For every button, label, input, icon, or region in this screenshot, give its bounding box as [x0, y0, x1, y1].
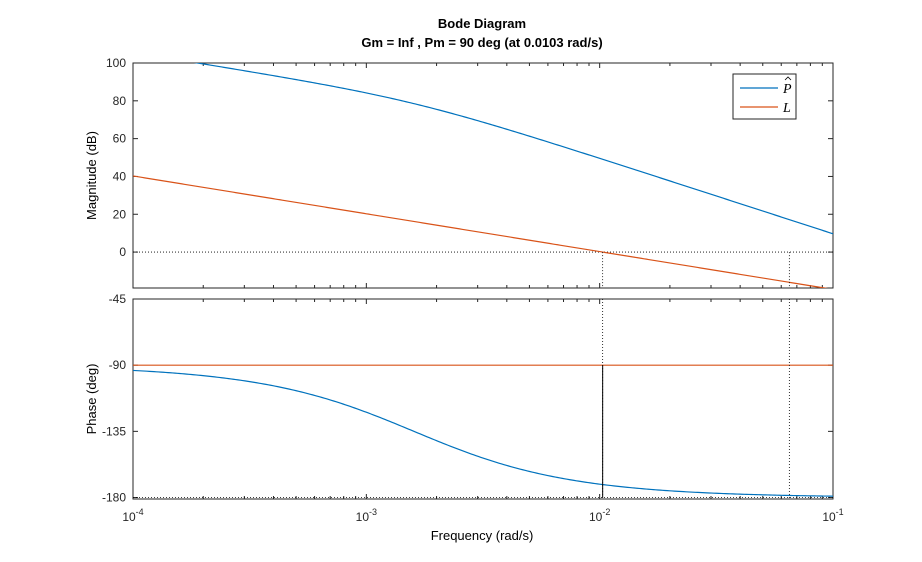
legend-box: [732, 73, 797, 120]
phase-ytick-label: -45: [109, 292, 127, 306]
magnitude-ytick-label: 100: [106, 56, 126, 70]
magnitude-ytick-label: 80: [113, 94, 127, 108]
magnitude-ytick-label: 40: [113, 169, 127, 183]
magnitude-ytick-label: 60: [113, 132, 127, 146]
phase-ytick-label: -90: [109, 358, 127, 372]
magnitude-series-L: [133, 175, 829, 288]
chart-subtitle: Gm = Inf , Pm = 90 deg (at 0.0103 rad/s): [361, 35, 602, 50]
phase-axes-box: [132, 298, 834, 500]
x-tick-label: 10-2: [589, 507, 610, 524]
legend-label-L: L: [782, 101, 791, 116]
x-tick-label: 10-4: [122, 507, 143, 524]
magnitude-y-axis-label: Magnitude (dB): [84, 131, 99, 220]
magnitude-series-P_hat: [193, 63, 833, 235]
phase-series-P_hat: [133, 369, 833, 497]
plot-panels: 0 20 40 60 80 100 Magnitude (dB) -45 -90 -135 -180…: [84, 56, 834, 505]
x-tick-label: 10-3: [356, 507, 377, 524]
chart-title: Bode Diagram: [438, 16, 526, 31]
phase-plot-area: [133, 299, 833, 499]
x-axis-label: Frequency (rad/s): [431, 528, 534, 543]
phase-panel: -45 -90 -135 -180 Phase (deg): [84, 292, 834, 505]
x-tick-label: 10-1: [822, 507, 843, 524]
magnitude-plot-area: [133, 63, 833, 288]
legend-hat-accent: [784, 76, 792, 81]
phase-ytick-label: -135: [102, 424, 126, 438]
magnitude-panel: 0 20 40 60 80 100 Magnitude (dB): [84, 56, 834, 289]
magnitude-axes-box: [132, 62, 834, 289]
magnitude-ytick-label: 0: [119, 245, 126, 259]
magnitude-ytick-label: 20: [113, 207, 127, 221]
phase-ytick-label: -180: [102, 491, 126, 505]
phase-y-axis-label: Phase (deg): [84, 364, 99, 435]
legend-label-p-hat: P: [782, 82, 792, 97]
legend: PL: [732, 73, 797, 120]
